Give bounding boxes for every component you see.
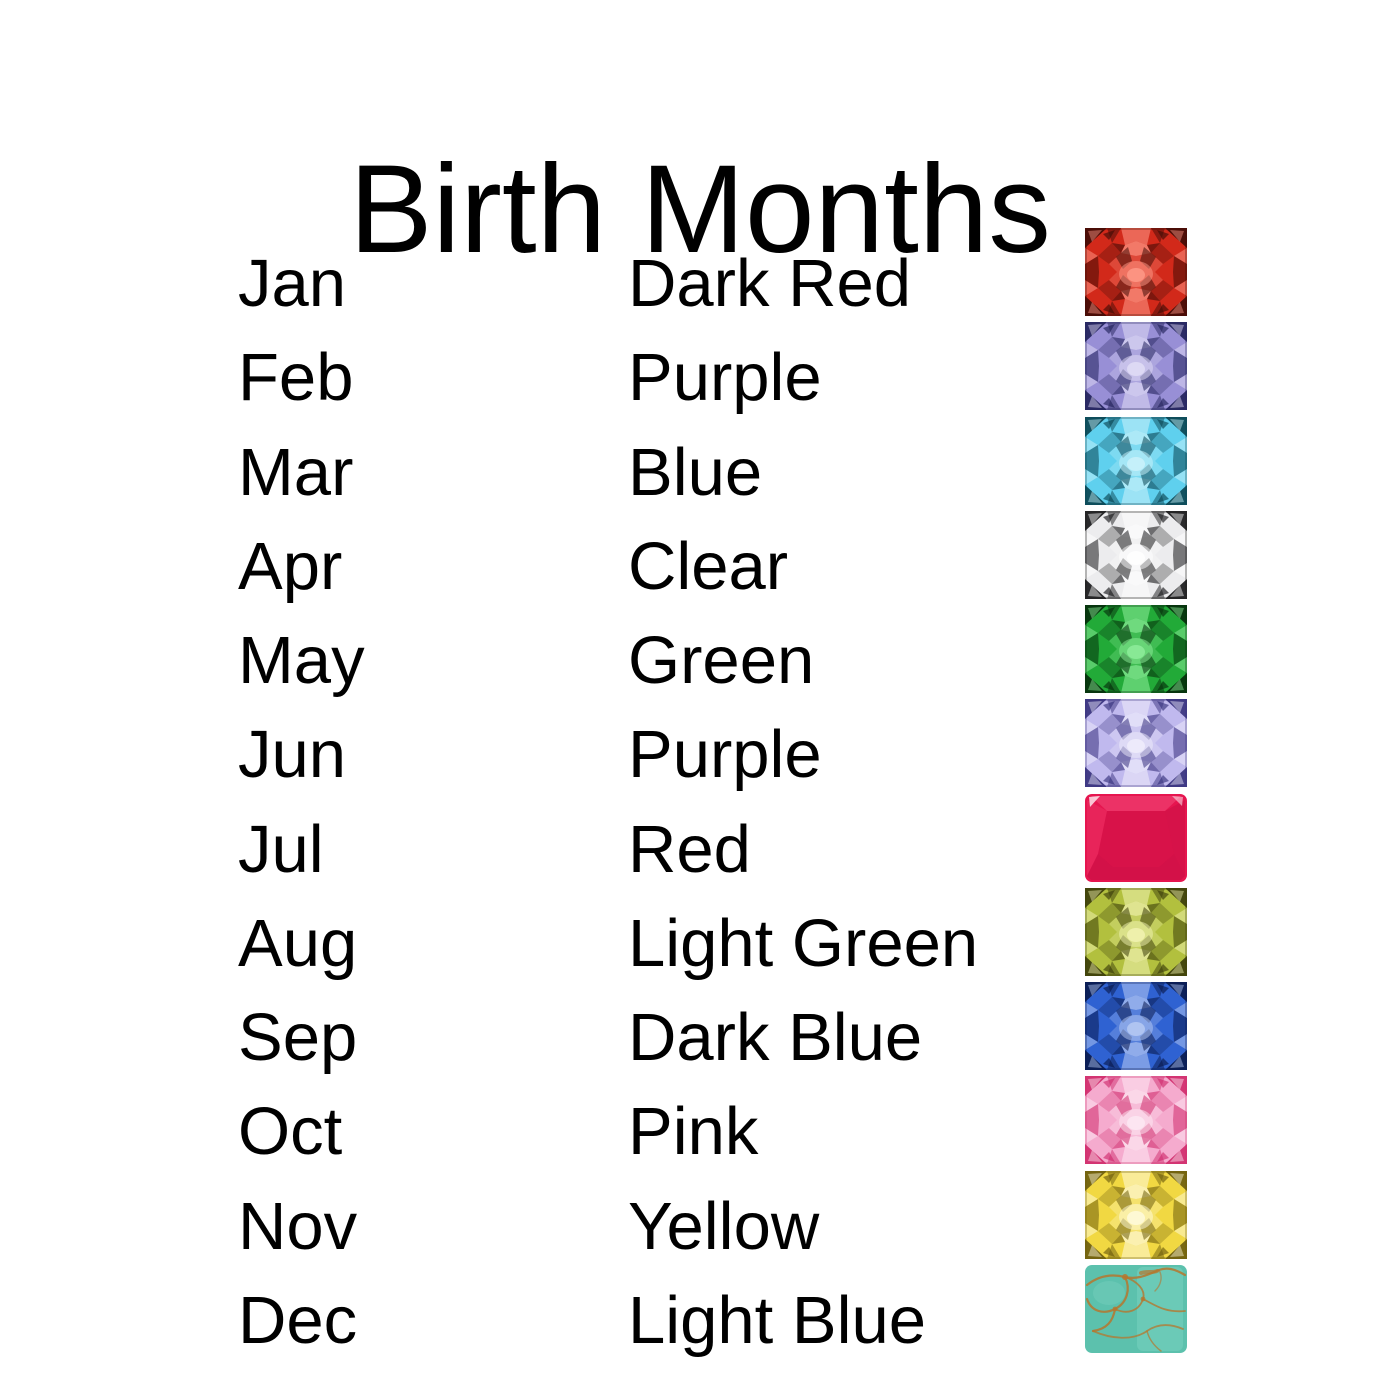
- birthstone-color-label: Purple: [628, 340, 822, 415]
- page-title: Birth Months: [349, 139, 1051, 279]
- gemstone-image-jul: [1085, 794, 1187, 882]
- birthstone-color-label: Pink: [628, 1094, 759, 1169]
- table-row: Jan Dark Red: [0, 228, 1400, 321]
- table-row: Aug Light Green: [0, 888, 1400, 981]
- birthstone-color-label: Dark Red: [628, 246, 911, 321]
- month-label: Nov: [238, 1189, 358, 1264]
- table-row: Feb Purple: [0, 322, 1400, 415]
- gemstone-image-nov: [1085, 1171, 1187, 1259]
- birthstone-color-label: Light Green: [628, 906, 979, 981]
- month-label: Dec: [238, 1283, 358, 1358]
- month-label: Apr: [238, 529, 343, 604]
- table-row: Sep Dark Blue: [0, 982, 1400, 1075]
- gemstone-image-mar: [1085, 417, 1187, 505]
- month-label: Sep: [238, 1000, 358, 1075]
- table-row: Dec Light Blue: [0, 1265, 1400, 1358]
- table-row: Jul Red: [0, 794, 1400, 887]
- gemstone-image-aug: [1085, 888, 1187, 976]
- birthstone-color-label: Clear: [628, 529, 789, 604]
- table-row: Jun Purple: [0, 699, 1400, 792]
- month-label: Jan: [238, 246, 347, 321]
- birthstone-color-label: Yellow: [628, 1189, 820, 1264]
- birthstone-color-label: Light Blue: [628, 1283, 926, 1358]
- month-label: Aug: [238, 906, 358, 981]
- birthstone-color-label: Green: [628, 623, 815, 698]
- month-label: Jul: [238, 812, 324, 887]
- month-label: Mar: [238, 435, 354, 510]
- month-label: Jun: [238, 717, 347, 792]
- gemstone-image-dec: [1085, 1265, 1187, 1353]
- month-label: Feb: [238, 340, 354, 415]
- gemstone-image-apr: [1085, 511, 1187, 599]
- gemstone-image-oct: [1085, 1076, 1187, 1164]
- table-row: Oct Pink: [0, 1076, 1400, 1169]
- table-row: Nov Yellow: [0, 1171, 1400, 1264]
- gemstone-image-feb: [1085, 322, 1187, 410]
- birthstone-color-label: Red: [628, 812, 751, 887]
- table-row: Apr Clear: [0, 511, 1400, 604]
- gemstone-image-may: [1085, 605, 1187, 693]
- table-row: Mar Blue: [0, 417, 1400, 510]
- month-label: Oct: [238, 1094, 343, 1169]
- gemstone-image-jan: [1085, 228, 1187, 316]
- month-label: May: [238, 623, 365, 698]
- gemstone-image-jun: [1085, 699, 1187, 787]
- birthstone-color-label: Purple: [628, 717, 822, 792]
- birthstone-color-label: Blue: [628, 435, 763, 510]
- table-row: May Green: [0, 605, 1400, 698]
- gemstone-image-sep: [1085, 982, 1187, 1070]
- birthstone-color-label: Dark Blue: [628, 1000, 923, 1075]
